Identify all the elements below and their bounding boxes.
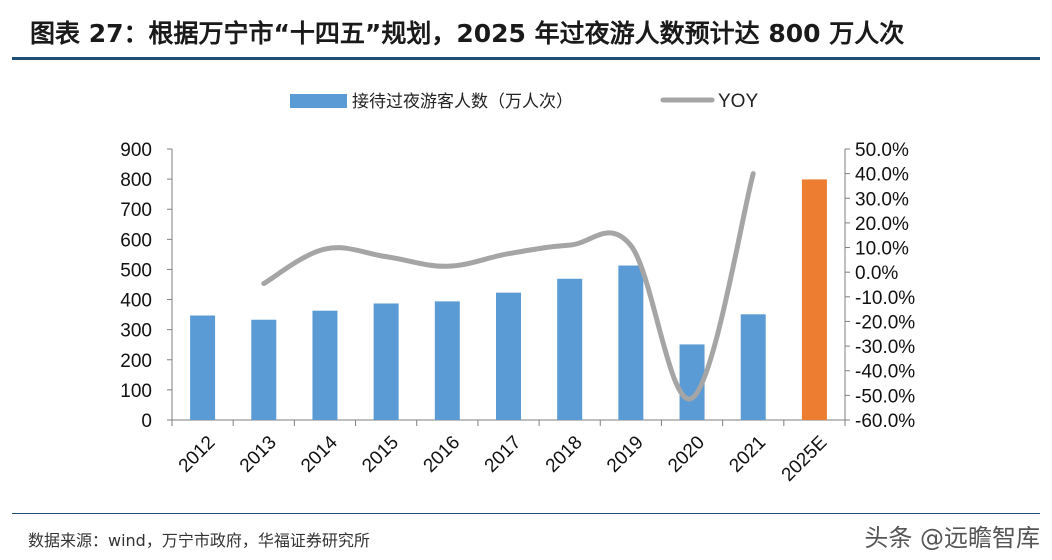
yoy-line xyxy=(261,171,756,402)
left-tick-label: 800 xyxy=(120,170,152,191)
left-tick-label: 700 xyxy=(120,200,152,221)
yoy-series xyxy=(261,171,756,402)
right-tick-label: 40.0% xyxy=(855,165,909,186)
x-tick-label: 2020 xyxy=(664,432,709,477)
right-tick-label: -60.0% xyxy=(855,411,915,432)
x-tick-label: 2013 xyxy=(236,432,281,477)
right-tick-label: 30.0% xyxy=(855,189,909,210)
x-tick-label: 2012 xyxy=(175,432,220,477)
axes: 0 100 200 300 400 500 600 700 800 900 -60.0% -50.0%… xyxy=(120,140,915,432)
legend-line-label: YOY xyxy=(718,91,758,112)
right-tick-label: -30.0% xyxy=(855,337,915,358)
legend: 接待过夜游客人数（万人次） YOY xyxy=(290,91,758,112)
right-tick-label: 20.0% xyxy=(855,214,909,235)
bar-2025E xyxy=(801,179,827,420)
right-tick-label: 0.0% xyxy=(855,263,898,284)
bar-2013 xyxy=(251,319,277,420)
right-tick-label: -40.0% xyxy=(855,362,915,383)
left-tick-label: 200 xyxy=(120,351,152,372)
right-tick-label: 50.0% xyxy=(855,140,909,161)
x-tick-label: 2025E xyxy=(778,432,832,486)
x-tick-label: 2015 xyxy=(358,432,403,477)
bar-2017 xyxy=(496,292,521,420)
combo-chart: 接待过夜游客人数（万人次） YOY 0 100 200 300 400 500 600 700… xyxy=(120,91,915,486)
left-tick-label: 400 xyxy=(120,291,152,312)
left-tick-label: 300 xyxy=(120,321,152,342)
bar-2014 xyxy=(312,310,338,420)
footer-divider xyxy=(12,513,1040,514)
bar-2018 xyxy=(557,278,583,420)
legend-bar-swatch xyxy=(290,94,347,108)
bar-series xyxy=(190,179,827,420)
x-tick-label: 2018 xyxy=(542,432,587,477)
bar-2021 xyxy=(740,314,766,420)
right-tick-label: -10.0% xyxy=(855,288,915,309)
bar-2015 xyxy=(373,303,399,420)
title-divider xyxy=(12,57,1040,60)
bar-2019 xyxy=(618,265,644,420)
x-tick-label: 2019 xyxy=(603,432,648,477)
x-axis-labels: 2012 2013 2014 2015 2016 2017 2018 2019 2020 2021… xyxy=(175,432,832,486)
left-tick-label: 100 xyxy=(120,381,152,402)
left-tick-label: 500 xyxy=(120,260,152,281)
chart-title: 图表 27：根据万宁市“十四五”规划，2025 年过夜游人数预计达 800 万人… xyxy=(30,19,905,48)
left-tick-label: 600 xyxy=(120,230,152,251)
bar-2016 xyxy=(434,301,460,420)
bar-2012 xyxy=(190,315,216,420)
x-tick-label: 2014 xyxy=(297,432,342,477)
x-tick-label: 2016 xyxy=(420,432,465,477)
x-tick-label: 2021 xyxy=(725,432,770,477)
source-note: 数据来源：wind，万宁市政府，华福证券研究所 xyxy=(28,531,370,550)
right-tick-label: 10.0% xyxy=(855,239,909,260)
legend-bar-label: 接待过夜游客人数（万人次） xyxy=(352,92,573,112)
right-tick-label: -20.0% xyxy=(855,312,915,333)
x-tick-label: 2017 xyxy=(481,432,526,477)
left-tick-label: 0 xyxy=(141,411,152,432)
watermark: 头条 @远瞻智库 xyxy=(864,524,1040,552)
right-tick-label: -50.0% xyxy=(855,386,915,407)
left-tick-label: 900 xyxy=(120,140,152,161)
